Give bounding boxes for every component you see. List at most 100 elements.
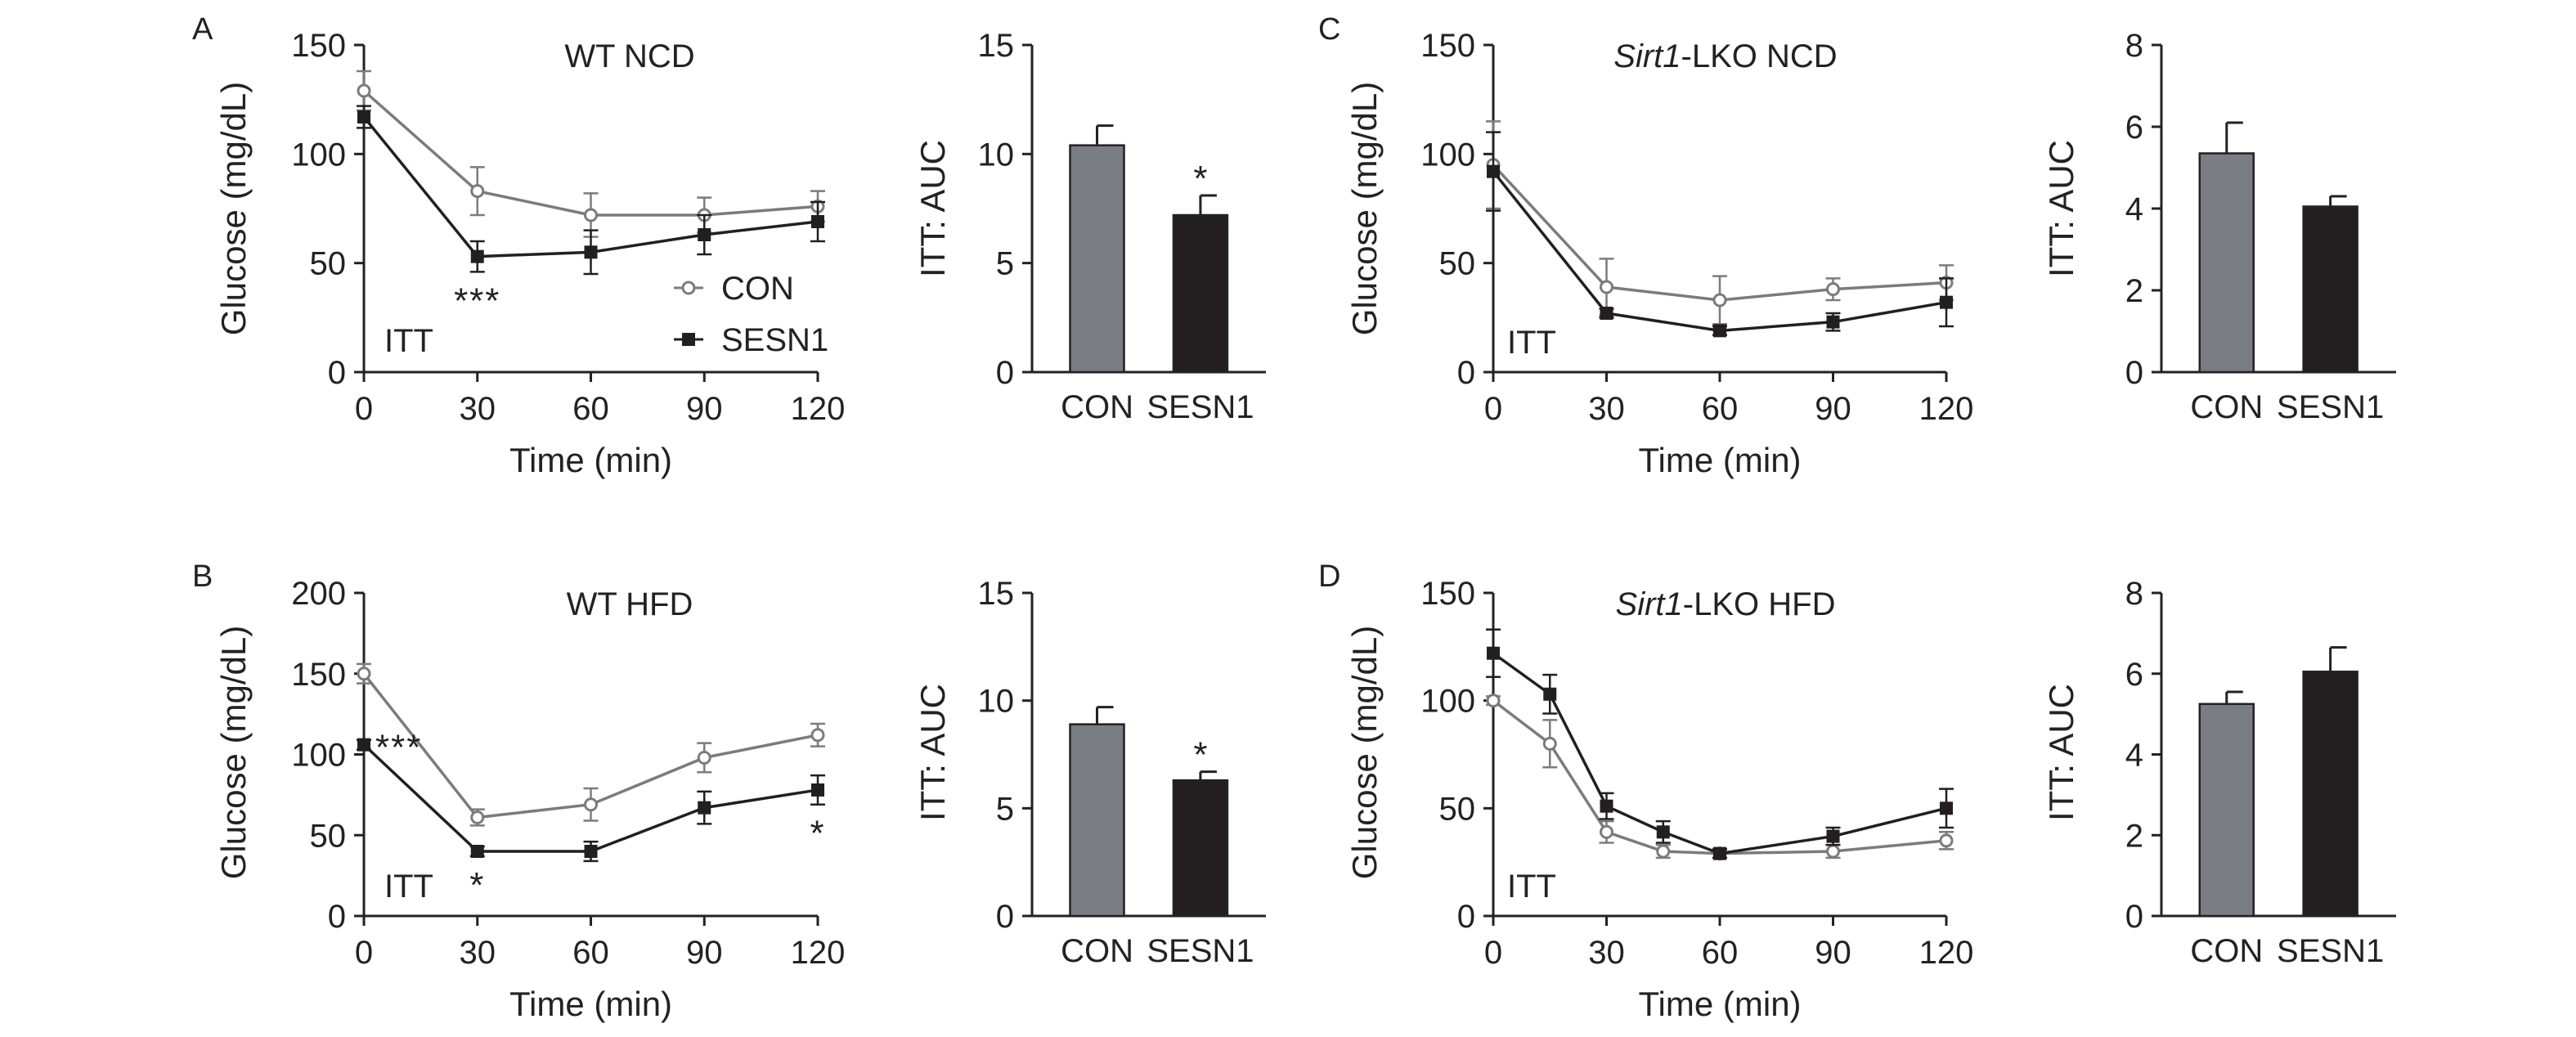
data-point <box>1940 801 1953 815</box>
x-tick-label: 120 <box>1919 935 1974 971</box>
data-point <box>1600 280 1613 294</box>
x-axis-label: Time (min) <box>509 441 672 479</box>
title-text: WT NCD <box>564 38 694 74</box>
bar-con <box>1069 144 1125 374</box>
data-point <box>1939 833 1954 848</box>
data-point <box>584 845 598 858</box>
y-axis-label: Glucose (mg/dL) <box>1345 82 1384 335</box>
data-point <box>357 83 371 98</box>
title-gene-name: Sirt1 <box>1613 38 1681 74</box>
itt-annotation: ITT <box>384 869 433 905</box>
y-tick-label: 4 <box>2125 191 2143 227</box>
data-point <box>584 245 598 259</box>
data-point <box>584 797 598 812</box>
line-chart-a: 0 50 100 150 0 30 60 90 120 Time (min) Glucose (mg… <box>214 28 845 479</box>
y-tick-label: 15 <box>978 28 1015 64</box>
legend-label: CON <box>721 271 794 307</box>
y-tick-label: 50 <box>310 818 347 854</box>
data-point <box>1713 324 1726 338</box>
x-tick-label: 90 <box>1815 391 1851 427</box>
legend-marker <box>682 333 695 346</box>
bar-sesn1 <box>2302 205 2358 374</box>
title-text: -LKO HFD <box>1683 586 1836 622</box>
legend-label: SESN1 <box>721 322 828 358</box>
series-con <box>357 662 825 827</box>
y-axis-label: Glucose (mg/dL) <box>214 626 253 879</box>
data-point <box>1713 846 1726 860</box>
y-tick-label: 0 <box>328 899 346 935</box>
x-tick-label: 60 <box>1702 391 1739 427</box>
chart-title: WT HFD <box>567 586 693 622</box>
data-point <box>1542 736 1557 751</box>
category-label: CON <box>1061 933 1133 969</box>
category-label: SESN1 <box>2277 933 2384 969</box>
data-point <box>584 208 598 222</box>
category-label: SESN1 <box>1147 933 1254 969</box>
panel-letter-d: D <box>1318 559 1340 594</box>
category-label: CON <box>2190 933 2263 969</box>
series-sesn1 <box>357 105 825 276</box>
x-tick-label: 0 <box>355 391 373 427</box>
series-line <box>1492 699 1947 855</box>
y-tick-label: 0 <box>1457 355 1475 391</box>
y-tick-label: 4 <box>2125 738 2143 774</box>
legend-marker <box>681 281 696 295</box>
data-point <box>698 801 711 815</box>
significance-marker: *** <box>454 281 500 321</box>
y-axis-label: Glucose (mg/dL) <box>214 82 253 335</box>
series-sesn1 <box>1486 628 1954 860</box>
chart-title: Sirt1-LKO HFD <box>1616 586 1836 622</box>
y-tick-label: 10 <box>978 137 1015 173</box>
x-tick-label: 120 <box>791 935 846 971</box>
x-tick-label: 60 <box>572 935 609 971</box>
y-tick-label: 100 <box>1420 684 1475 720</box>
y-tick-label: 6 <box>2125 110 2143 146</box>
category-label: CON <box>2190 389 2263 425</box>
bar-con <box>2198 703 2255 918</box>
y-tick-label: 0 <box>996 355 1014 391</box>
x-tick-label: 120 <box>791 391 846 427</box>
bar-chart-c: 0 2 4 6 8 ITT: AUC CON SESN1 <box>2042 28 2396 425</box>
data-point <box>1487 646 1500 660</box>
data-point <box>357 110 370 123</box>
data-point <box>1826 844 1840 859</box>
series-line <box>1492 652 1947 855</box>
significance-marker: * <box>810 814 825 854</box>
y-tick-label: 150 <box>1420 576 1475 612</box>
x-tick-label: 0 <box>355 935 373 971</box>
category-label: CON <box>1061 389 1133 425</box>
data-point <box>810 728 825 743</box>
data-point <box>1940 295 1953 309</box>
series-sesn1 <box>1486 131 1954 338</box>
data-point <box>1600 307 1613 320</box>
x-tick-label: 30 <box>460 391 496 427</box>
y-tick-label: 50 <box>1439 791 1476 827</box>
data-point <box>1543 687 1557 701</box>
x-tick-label: 0 <box>1484 391 1502 427</box>
series-con <box>1486 120 1954 325</box>
y-tick-label: 100 <box>1420 137 1475 173</box>
data-point <box>1600 799 1613 813</box>
bar-chart-d: 0 2 4 6 8 ITT: AUC CON SESN1 <box>2042 576 2396 969</box>
title-text: -LKO NCD <box>1681 38 1838 74</box>
y-tick-label: 5 <box>996 791 1014 827</box>
x-tick-label: 30 <box>1588 935 1625 971</box>
x-tick-label: 90 <box>686 935 723 971</box>
y-tick-label: 2 <box>2125 273 2143 309</box>
x-axis-label: Time (min) <box>1638 985 1801 1023</box>
y-tick-label: 100 <box>291 738 346 774</box>
data-point <box>1826 315 1840 329</box>
y-tick-label: 50 <box>1439 246 1476 282</box>
y-tick-label: 0 <box>996 899 1014 935</box>
x-tick-label: 60 <box>572 391 609 427</box>
y-axis-label: ITT: AUC <box>913 140 952 277</box>
panel-letter-a: A <box>192 12 213 47</box>
y-axis-label: ITT: AUC <box>913 684 952 821</box>
bar-sesn1 <box>1172 779 1229 918</box>
bar-con <box>2198 152 2255 374</box>
significance-marker: * <box>1193 159 1207 199</box>
y-tick-label: 0 <box>1457 899 1475 935</box>
itt-annotation: ITT <box>1507 325 1556 361</box>
y-tick-label: 150 <box>1420 28 1475 64</box>
